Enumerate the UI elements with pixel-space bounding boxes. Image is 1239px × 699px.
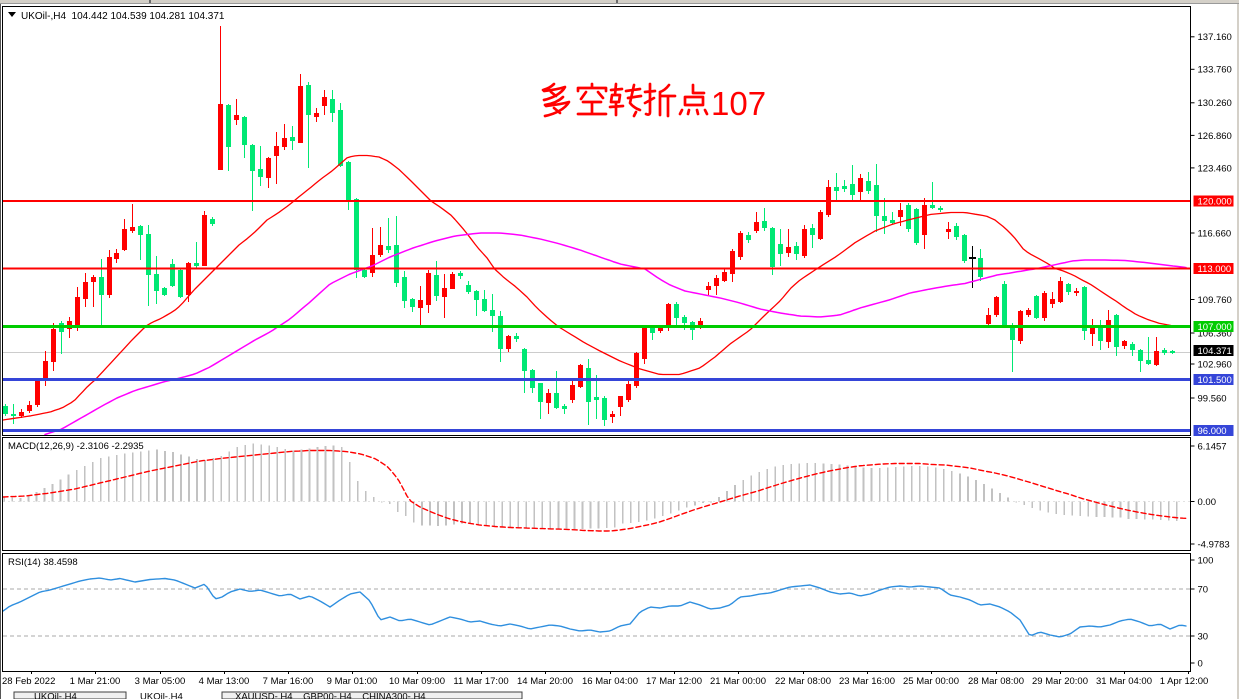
svg-text:UKOil-,H4 104.442 104.539 104: UKOil-,H4 104.442 104.539 104.281 104.37… bbox=[21, 11, 225, 22]
svg-text:-4.9783: -4.9783 bbox=[1198, 539, 1230, 550]
svg-text:99.560: 99.560 bbox=[1198, 393, 1227, 404]
svg-text:10 Mar 09:00: 10 Mar 09:00 bbox=[389, 676, 445, 687]
svg-text:4 Mar 13:00: 4 Mar 13:00 bbox=[199, 676, 250, 687]
svg-text:28 Feb 2022: 28 Feb 2022 bbox=[2, 676, 55, 687]
svg-text:113.000: 113.000 bbox=[1198, 264, 1232, 275]
svg-text:9 Mar 01:00: 9 Mar 01:00 bbox=[327, 676, 378, 687]
svg-text:UKOil-,H4: UKOil-,H4 bbox=[140, 692, 183, 699]
svg-text:MACD(12,26,9) -2.3106 -2.2935: MACD(12,26,9) -2.3106 -2.2935 bbox=[8, 441, 144, 452]
svg-text:104.371: 104.371 bbox=[1198, 346, 1232, 357]
svg-text:17 Mar 12:00: 17 Mar 12:00 bbox=[646, 676, 702, 687]
svg-text:1 Apr 12:00: 1 Apr 12:00 bbox=[1160, 676, 1209, 687]
svg-text:RSI(14) 38.4598: RSI(14) 38.4598 bbox=[8, 557, 78, 568]
svg-text:28 Mar 08:00: 28 Mar 08:00 bbox=[968, 676, 1024, 687]
svg-text:133.760: 133.760 bbox=[1198, 65, 1232, 76]
svg-text:14 Mar 20:00: 14 Mar 20:00 bbox=[517, 676, 573, 687]
svg-text:23 Mar 16:00: 23 Mar 16:00 bbox=[839, 676, 895, 687]
svg-text:25 Mar 00:00: 25 Mar 00:00 bbox=[903, 676, 959, 687]
svg-text:UKOil-,H4: UKOil-,H4 bbox=[34, 692, 77, 699]
svg-text:1 Mar 21:00: 1 Mar 21:00 bbox=[70, 676, 121, 687]
svg-text:7 Mar 16:00: 7 Mar 16:00 bbox=[263, 676, 314, 687]
svg-text:16 Mar 04:00: 16 Mar 04:00 bbox=[582, 676, 638, 687]
svg-text:101.500: 101.500 bbox=[1198, 375, 1232, 386]
svg-text:6.1457: 6.1457 bbox=[1198, 441, 1227, 452]
svg-text:31 Mar 04:00: 31 Mar 04:00 bbox=[1096, 676, 1152, 687]
svg-text:137.160: 137.160 bbox=[1198, 32, 1232, 43]
svg-text:96.000: 96.000 bbox=[1198, 426, 1227, 437]
svg-text:0.00: 0.00 bbox=[1198, 497, 1217, 508]
svg-text:11 Mar 17:00: 11 Mar 17:00 bbox=[453, 676, 508, 687]
svg-text:120.000: 120.000 bbox=[1198, 196, 1232, 207]
svg-text:100: 100 bbox=[1198, 555, 1214, 566]
svg-text:30: 30 bbox=[1198, 631, 1209, 642]
svg-text:3 Mar 05:00: 3 Mar 05:00 bbox=[135, 676, 186, 687]
svg-text:XAUUSD-,H4 GBP00-,H4 CHI: XAUUSD-,H4 GBP00-,H4 CHINA300-,H4 bbox=[235, 692, 426, 699]
svg-text:107.000: 107.000 bbox=[1198, 322, 1232, 333]
svg-text:29 Mar 20:00: 29 Mar 20:00 bbox=[1032, 676, 1088, 687]
svg-text:21 Mar 00:00: 21 Mar 00:00 bbox=[710, 676, 766, 687]
svg-text:0: 0 bbox=[1198, 658, 1203, 669]
svg-text:109.760: 109.760 bbox=[1198, 295, 1232, 306]
svg-text:102.960: 102.960 bbox=[1198, 359, 1232, 370]
svg-text:70: 70 bbox=[1198, 584, 1209, 595]
svg-text:107: 107 bbox=[711, 85, 766, 122]
svg-text:22 Mar 08:00: 22 Mar 08:00 bbox=[775, 676, 831, 687]
svg-text:130.260: 130.260 bbox=[1198, 98, 1232, 109]
svg-text:126.860: 126.860 bbox=[1198, 131, 1232, 142]
svg-text:106.360: 106.360 bbox=[1198, 328, 1232, 339]
svg-text:123.460: 123.460 bbox=[1198, 163, 1232, 174]
svg-text:116.660: 116.660 bbox=[1198, 228, 1232, 239]
